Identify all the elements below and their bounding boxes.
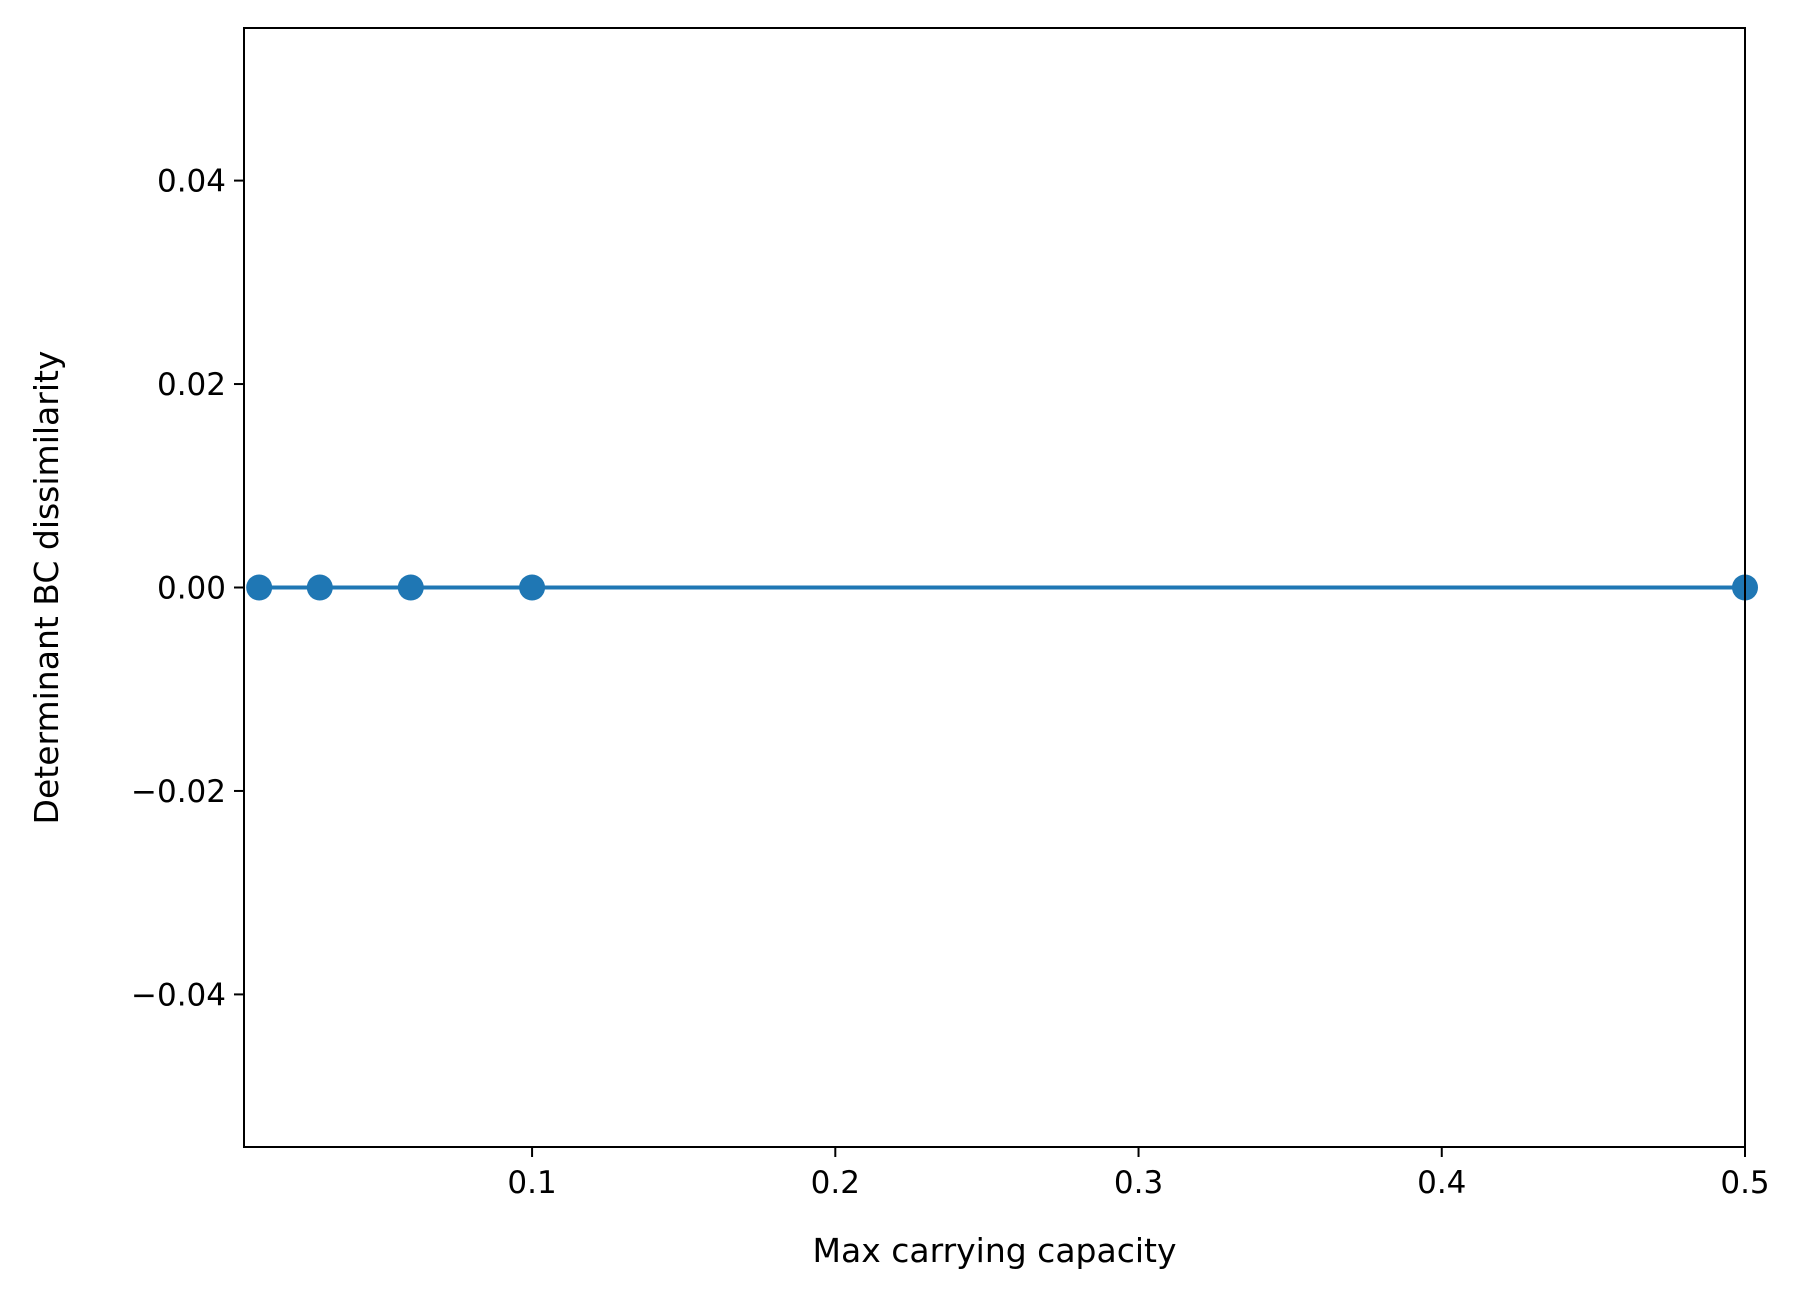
x-tick-label: 0.4 <box>1417 1165 1466 1201</box>
y-tick-label: 0.04 <box>157 164 226 200</box>
y-axis-label: Determinant BC dissimilarity <box>27 351 66 825</box>
x-axis: 0.1 0.2 0.3 0.4 0.5 <box>507 1147 1770 1201</box>
y-axis: 0.04 0.02 0.00 −0.02 −0.04 <box>131 164 244 1013</box>
x-tick-label: 0.5 <box>1720 1165 1769 1201</box>
series-layer <box>246 574 1758 601</box>
data-point <box>519 574 546 601</box>
data-point <box>246 574 273 601</box>
x-axis-label: Max carrying capacity <box>813 1231 1177 1270</box>
x-tick-label: 0.3 <box>1114 1165 1163 1201</box>
data-point <box>306 574 333 601</box>
y-tick-label: 0.02 <box>157 367 226 403</box>
data-point <box>397 574 424 601</box>
y-tick-label: 0.00 <box>157 571 226 607</box>
x-tick-label: 0.1 <box>507 1165 556 1201</box>
x-tick-label: 0.2 <box>811 1165 860 1201</box>
y-tick-label: −0.04 <box>131 977 226 1013</box>
y-tick-label: −0.02 <box>131 774 226 810</box>
